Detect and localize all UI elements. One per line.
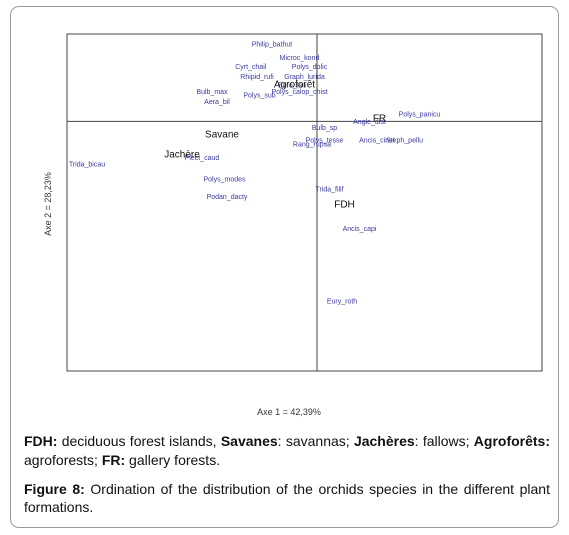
legend-savanes-abbr: Savanes — [220, 433, 278, 449]
species-point-polys-calop-chist: Polys_calop_chist — [271, 89, 327, 96]
species-point-angle-dist: Angle_dist — [353, 119, 386, 126]
species-point-bulb-max: Bulb_max — [196, 89, 228, 96]
legend-fr-text: gallery forests. — [125, 452, 221, 468]
species-point-trida-filif: Trida_filif — [315, 186, 343, 193]
legend-fr-abbr: FR: — [101, 452, 126, 468]
species-point-ancis-cinet: Ancis_cinet — [359, 138, 395, 145]
formation-point-fr: FR — [373, 113, 386, 124]
formation-point-fdh: FDH — [334, 199, 355, 210]
species-point-cyrt-chail: Cyrt_chail — [235, 64, 267, 71]
abbreviation-legend: FDH: deciduous forest islands, Savanes: … — [24, 432, 550, 470]
x-axis-label: Axe 1 = 42,39% — [257, 407, 321, 417]
formation-labels: Agroforêt FR Savane Jachère FDH — [164, 80, 386, 211]
formation-point-savane: Savane — [205, 130, 239, 141]
caption-label: Figure 8: — [24, 481, 85, 497]
species-point-polys-modes: Polys_modes — [203, 176, 246, 183]
legend-savanes-text: : savannas; — [277, 433, 354, 449]
species-point-rang-rupsa: Rang_rupsa — [293, 141, 331, 148]
legend-jacheres-abbr: Jachères — [353, 433, 415, 449]
species-point-trida-bicau: Trida_bicau — [69, 161, 105, 168]
species-point-plect-caud: Plect_caud — [185, 155, 220, 162]
species-point-polys-panicu: Polys_panicu — [399, 111, 441, 118]
species-point-podan-dacty: Podan_dacty — [207, 194, 248, 201]
legend-agroforets-text: agroforests; — [24, 452, 102, 468]
species-point-aera-bil: Aera_bil — [204, 99, 230, 106]
caption-text: Ordination of the distribution of the or… — [24, 481, 550, 515]
figure-caption: Figure 8: Ordination of the distribution… — [24, 480, 550, 516]
species-point-graph-lurida: Graph_lurida — [284, 74, 325, 81]
species-point-euro-lan: Euro_lan — [278, 83, 306, 90]
formation-point-jach-re: Jachère — [164, 150, 200, 161]
species-point-bulb-sp: Bulb_sp — [312, 125, 337, 132]
species-point-ancis-capi: Ancis_capi — [343, 226, 377, 233]
species-labels: Philip_bathut Microc_kond Polys_dolic Cyrt_… — [69, 41, 441, 305]
species-point-eury-roth: Eury_roth — [327, 299, 357, 306]
figure-frame: Philip_bathut Microc_kond Polys_dolic Cyrt_… — [10, 6, 559, 528]
species-point-steph-pellu: Steph_pellu — [386, 138, 423, 145]
legend-agroforets-abbr: Agroforêts: — [473, 433, 551, 449]
legend-fdh-abbr: FDH: — [24, 433, 58, 449]
legend-fdh-text: deciduous forest islands, — [57, 433, 221, 449]
formation-point-agrofor-t: Agroforêt — [274, 80, 315, 91]
species-point-microc-kond: Microc_kond — [280, 55, 320, 62]
ordination-plot: Philip_bathut Microc_kond Polys_dolic Cyrt_… — [66, 33, 543, 372]
species-point-polys-tesse: Polys_tesse — [306, 138, 344, 145]
legend-jacheres-text: : fallows; — [414, 433, 474, 449]
species-point-rhipid-rufi: Rhipid_rufi — [240, 74, 274, 81]
species-point-polys-dolic: Polys_dolic — [292, 64, 328, 71]
species-point-philip-bathut: Philip_bathut — [252, 41, 293, 48]
species-point-polys-sub: Polys_sub — [243, 93, 275, 100]
y-axis-label: Axe 2 = 28,23% — [43, 172, 53, 236]
plot-area — [66, 33, 543, 372]
